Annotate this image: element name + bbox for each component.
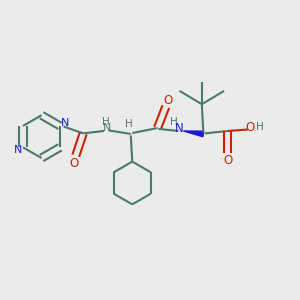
Polygon shape — [183, 131, 204, 137]
Text: O: O — [224, 154, 233, 167]
Text: H: H — [256, 122, 264, 131]
Text: O: O — [246, 121, 255, 134]
Text: H: H — [124, 119, 132, 129]
Text: H: H — [170, 117, 178, 127]
Text: O: O — [164, 94, 173, 106]
Text: N: N — [103, 123, 111, 133]
Text: H: H — [102, 117, 110, 127]
Text: N: N — [14, 145, 22, 155]
Text: O: O — [70, 157, 79, 169]
Text: N: N — [175, 122, 183, 134]
Text: N: N — [61, 118, 70, 128]
